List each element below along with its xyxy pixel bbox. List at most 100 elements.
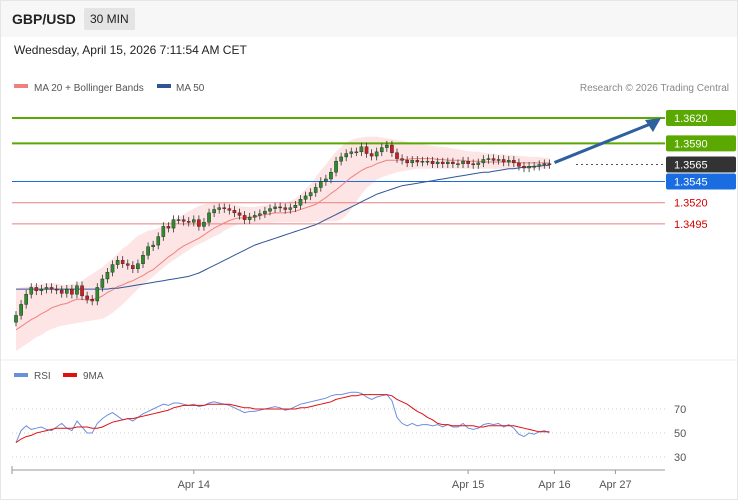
candle-body — [496, 159, 501, 161]
candle-body — [131, 265, 135, 269]
candle — [430, 156, 435, 168]
candle — [390, 140, 394, 157]
candle-body — [181, 219, 186, 222]
candle — [19, 300, 23, 320]
candle-body — [466, 160, 470, 164]
candle — [369, 149, 374, 161]
candle-body — [364, 146, 369, 154]
candle-body — [430, 160, 435, 164]
instrument-name: GBP/USD — [12, 11, 76, 27]
candle — [400, 154, 404, 165]
candle — [512, 156, 516, 168]
candle — [308, 188, 313, 201]
candle — [110, 260, 115, 277]
candle — [44, 283, 49, 294]
candle — [349, 147, 354, 158]
candle — [435, 157, 440, 168]
candle-body — [461, 160, 465, 164]
candle — [491, 154, 496, 165]
candle-body — [146, 246, 150, 256]
candle — [344, 149, 349, 162]
candle — [527, 162, 531, 173]
candle-body — [486, 158, 491, 160]
candle-body — [247, 216, 252, 220]
timeframe-badge[interactable]: 30 MIN — [84, 8, 135, 30]
candle-body — [425, 160, 430, 163]
candle — [385, 140, 389, 152]
candle-body — [329, 171, 333, 180]
candle — [191, 215, 196, 227]
candle — [49, 283, 54, 294]
candle — [456, 159, 460, 168]
candle-body — [293, 205, 298, 208]
candle — [75, 281, 79, 299]
candle — [232, 206, 237, 218]
candle — [451, 157, 455, 168]
price-level-tag-1.3545 — [666, 173, 736, 190]
candle-body — [19, 304, 23, 316]
candle-body — [110, 264, 115, 273]
candle-body — [451, 161, 455, 164]
candle-body — [379, 147, 384, 153]
candle — [141, 251, 145, 268]
candle — [90, 295, 94, 306]
legend-ma20: MA 20 + Bollinger Bands — [34, 83, 144, 94]
candle-body — [405, 160, 409, 164]
candle-body — [222, 207, 227, 209]
candle-body — [49, 287, 54, 290]
candle-body — [319, 181, 323, 188]
candle-body — [273, 206, 277, 209]
candle-body — [75, 285, 79, 295]
candle-body — [64, 288, 69, 294]
candle-body — [202, 221, 206, 227]
candle — [95, 283, 100, 306]
candle-body — [54, 288, 59, 291]
candle-body — [481, 159, 486, 164]
candle — [542, 159, 547, 169]
candle — [258, 209, 262, 220]
bollinger-band — [16, 136, 550, 351]
candle-body — [24, 294, 28, 305]
candle — [440, 157, 445, 168]
candle-body — [506, 160, 511, 163]
candle — [156, 232, 161, 250]
candle-body — [415, 160, 420, 163]
candle — [217, 203, 222, 214]
candle-body — [532, 166, 536, 168]
candle-body — [34, 287, 39, 292]
candle-body — [303, 195, 308, 200]
candle — [100, 274, 105, 292]
candle — [64, 284, 69, 298]
candle — [212, 205, 216, 218]
candle-body — [542, 163, 547, 165]
candle — [420, 156, 425, 167]
candle-body — [44, 287, 49, 290]
candle — [115, 256, 120, 269]
forecast-arrow-shaft — [553, 121, 654, 164]
x-tick-label-Apr 27: Apr 27 — [599, 479, 631, 491]
x-tick-label-Apr 16: Apr 16 — [538, 479, 570, 491]
candle — [125, 259, 130, 270]
candle — [471, 159, 476, 169]
candle — [202, 217, 206, 231]
rsi-tick-label-70: 70 — [674, 404, 686, 416]
price-level-label-1.3565: 1.3565 — [674, 160, 708, 172]
candle — [29, 283, 34, 299]
candle-body — [197, 219, 201, 227]
candle-body — [440, 161, 445, 164]
legend-swatch-9ma — [63, 373, 77, 377]
candle — [354, 147, 359, 157]
candle — [146, 242, 150, 260]
candle — [339, 152, 343, 166]
candle — [324, 174, 328, 186]
candle-body — [476, 162, 481, 165]
candle — [80, 281, 84, 301]
candle — [273, 202, 277, 213]
candle — [379, 143, 384, 157]
x-tick-label-Apr 15: Apr 15 — [452, 479, 484, 491]
candle-body — [390, 144, 394, 153]
candle — [415, 156, 420, 167]
candle-body — [80, 285, 84, 297]
candle-body — [527, 166, 531, 169]
